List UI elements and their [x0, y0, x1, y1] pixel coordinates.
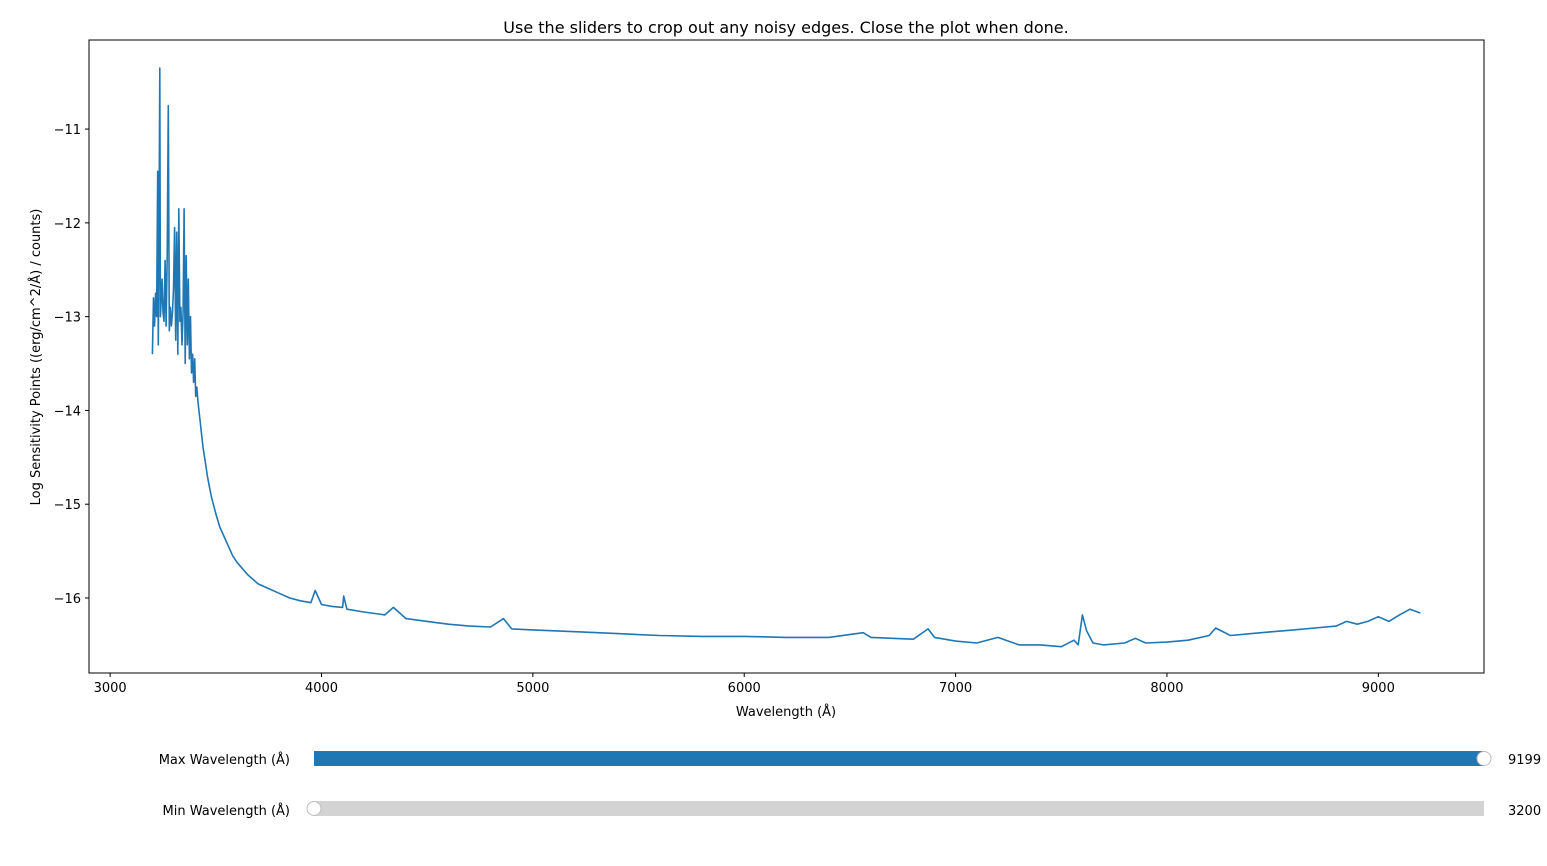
max-wavelength-label: Max Wavelength (Å): [159, 752, 290, 768]
y-tick-label: −11: [54, 123, 81, 138]
min-wavelength-handle[interactable]: [306, 801, 322, 816]
y-axis-ticks: −11 −12 −13 −14 −15 −16: [54, 123, 89, 607]
x-tick-label: 3000: [94, 681, 127, 696]
max-wavelength-fill: [314, 751, 1484, 766]
min-wavelength-slider[interactable]: Min Wavelength (Å) 3200: [163, 801, 1542, 819]
y-tick-label: −16: [54, 592, 81, 607]
y-axis-label: Log Sensitivity Points ((erg/cm^2/Å) / c…: [28, 209, 44, 506]
max-wavelength-slider[interactable]: Max Wavelength (Å) 9199: [159, 751, 1541, 768]
max-wavelength-value: 9199: [1508, 753, 1541, 768]
x-tick-label: 5000: [516, 681, 549, 696]
x-axis-label: Wavelength (Å): [736, 704, 836, 720]
min-wavelength-label: Min Wavelength (Å): [163, 803, 291, 819]
y-tick-label: −13: [54, 311, 81, 326]
y-tick-label: −12: [54, 217, 81, 232]
max-wavelength-handle[interactable]: [1476, 751, 1492, 766]
x-tick-label: 7000: [939, 681, 972, 696]
x-tick-label: 9000: [1362, 681, 1395, 696]
chart-title: Use the sliders to crop out any noisy ed…: [503, 18, 1068, 37]
y-tick-label: −15: [54, 498, 81, 513]
x-tick-label: 6000: [728, 681, 761, 696]
plot-frame: [88, 39, 1485, 674]
x-tick-label: 4000: [305, 681, 338, 696]
x-axis-ticks: 3000 4000 5000 6000 7000 8000 9000: [94, 673, 1395, 696]
sensitivity-series-line: [151, 67, 1421, 648]
plot-axes: 3000 4000 5000 6000 7000 8000 9000 −11−12−13−1…: [54, 39, 1485, 696]
x-tick-label: 8000: [1150, 681, 1183, 696]
min-wavelength-track[interactable]: [314, 801, 1484, 816]
series-layer: [151, 67, 1421, 648]
y-tick-label: −14: [54, 404, 81, 419]
min-wavelength-value: 3200: [1508, 804, 1541, 819]
